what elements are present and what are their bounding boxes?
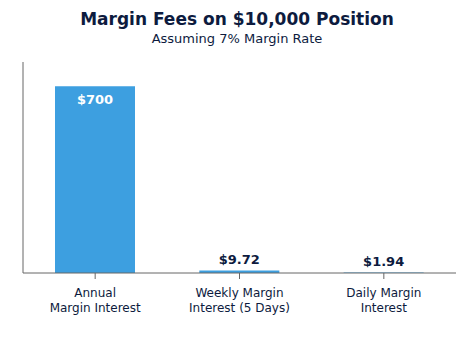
svg-text:AnnualMargin Interest: AnnualMargin Interest xyxy=(50,286,141,315)
html-text:Assuming 7% Margin Rate: Assuming 7% Margin Rate xyxy=(151,31,323,46)
svg-text:$700: $700 xyxy=(77,92,113,107)
svg-text:$1.94: $1.94 xyxy=(363,254,404,269)
svg-text:Weekly MarginInterest (5 Days): Weekly MarginInterest (5 Days) xyxy=(189,286,290,315)
svg-text:$9.72: $9.72 xyxy=(219,252,260,267)
svg-text:Daily MarginInterest: Daily MarginInterest xyxy=(346,286,421,315)
html-text:Margin Fees on $10,000 Positio: Margin Fees on $10,000 Position xyxy=(80,9,394,29)
